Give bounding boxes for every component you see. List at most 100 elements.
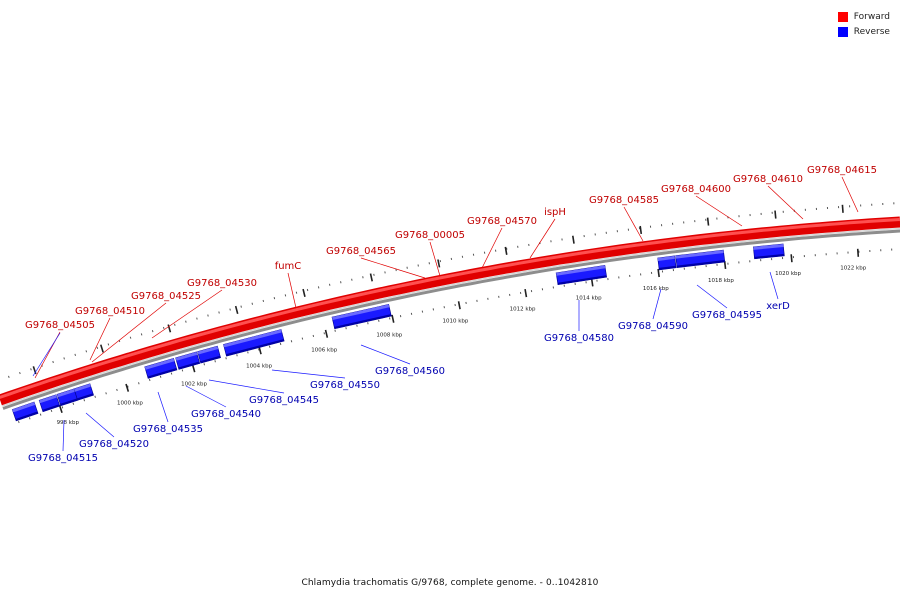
genome-caption: Chlamydia trachomatis G/9768, complete g… bbox=[301, 578, 599, 588]
forward-leader-line bbox=[429, 241, 441, 277]
scale-tick bbox=[218, 311, 220, 314]
scale-major-tick bbox=[657, 268, 660, 278]
reverse-gene-label: G9768_04595 bbox=[692, 310, 762, 321]
scale-major-tick bbox=[58, 404, 63, 413]
reverse-gene-label: G9768_04550 bbox=[310, 380, 380, 391]
legend-item-reverse: Reverse bbox=[837, 24, 890, 39]
reverse-gene-box bbox=[555, 264, 608, 286]
scale-tick bbox=[83, 399, 86, 402]
scale-major-tick bbox=[457, 301, 461, 310]
reverse-leader-line bbox=[185, 385, 227, 408]
scale-major-tick bbox=[856, 248, 860, 257]
scale-major-tick bbox=[234, 305, 239, 314]
scale-major-tick bbox=[790, 254, 793, 263]
legend-label-forward: Forward bbox=[853, 11, 890, 22]
scale-label: 1010 kbp bbox=[443, 319, 469, 325]
reverse-gene-label: G9768_04590 bbox=[618, 321, 688, 332]
scale-major-tick bbox=[391, 314, 395, 323]
scale-tick bbox=[229, 308, 231, 311]
scale-tick bbox=[174, 323, 176, 326]
forward-leader-line bbox=[287, 272, 297, 309]
forward-gene-label: G9768_04600 bbox=[661, 184, 731, 195]
scale-major-tick bbox=[167, 324, 172, 333]
scale-tick bbox=[203, 363, 205, 366]
scale-major-tick bbox=[302, 288, 306, 297]
reverse-leader-line bbox=[32, 332, 61, 377]
scale-major-tick bbox=[571, 235, 575, 244]
scale-tick bbox=[127, 385, 129, 388]
backbone-shadow bbox=[2, 229, 900, 410]
backbone-line bbox=[1, 227, 900, 407]
scale-tick bbox=[28, 417, 31, 420]
reverse-gene-label: G9768_04520 bbox=[79, 439, 149, 450]
reverse-gene-box bbox=[223, 329, 285, 357]
scale-label: 1016 kbp bbox=[643, 286, 669, 292]
reverse-leader-line bbox=[652, 288, 662, 320]
reverse-gene-box bbox=[197, 345, 221, 364]
forward-leader-line bbox=[151, 289, 223, 339]
scale-label: 1008 kbp bbox=[376, 332, 402, 338]
forward-leader-line bbox=[841, 176, 859, 213]
reverse-leader-line bbox=[62, 419, 65, 452]
forward-gene-label: G9768_04510 bbox=[75, 306, 145, 317]
track-layer bbox=[0, 216, 900, 410]
scale-tick bbox=[151, 330, 154, 333]
scale-tick bbox=[258, 348, 260, 351]
reverse-gene-box bbox=[753, 243, 785, 260]
scale-label: 1022 kbp bbox=[840, 265, 866, 271]
scale-tick bbox=[19, 371, 21, 375]
reverse-gene-box bbox=[38, 394, 61, 413]
reverse-gene-box bbox=[73, 383, 94, 401]
forward-gene-label: G9768_04525 bbox=[131, 291, 201, 302]
scale-tick bbox=[8, 375, 10, 378]
forward-swatch bbox=[837, 11, 848, 22]
scale-tick bbox=[214, 360, 216, 363]
scale-tick bbox=[159, 375, 162, 378]
forward-gene-label: G9768_04530 bbox=[187, 278, 257, 289]
scale-tick bbox=[105, 392, 107, 395]
scale-tick bbox=[185, 320, 187, 323]
forward-leader-line bbox=[360, 257, 426, 279]
scale-tick bbox=[236, 354, 238, 357]
scale-label: 1014 kbp bbox=[576, 295, 602, 301]
scale-tick bbox=[225, 357, 227, 360]
forward-leader-line bbox=[529, 218, 556, 259]
reverse-leader-line bbox=[157, 391, 169, 423]
label-layer: G9768_04505 G9768_04510 G9768_04525 G9768_0… bbox=[25, 165, 877, 464]
legend-label-reverse: Reverse bbox=[853, 26, 890, 37]
scale-major-tick bbox=[723, 260, 727, 270]
reverse-gene-box bbox=[11, 401, 39, 422]
reverse-gene-label: G9768_04515 bbox=[28, 453, 98, 464]
forward-gene-label: G9768_04570 bbox=[467, 216, 537, 227]
scale-major-tick bbox=[191, 364, 196, 373]
scale-tick bbox=[247, 351, 249, 354]
scale-tick bbox=[72, 402, 75, 405]
scale-major-tick bbox=[100, 344, 104, 353]
scale-label: 1002 kbp bbox=[181, 381, 207, 387]
scale-tick bbox=[140, 333, 143, 336]
scale-label: 1004 kbp bbox=[246, 364, 272, 370]
forward-leader-line bbox=[481, 227, 503, 269]
legend-item-forward: Forward bbox=[837, 9, 890, 24]
reverse-gene-label: xerD bbox=[766, 301, 790, 312]
forward-gene-label: G9768_04585 bbox=[589, 195, 659, 206]
reverse-gene-label: G9768_04535 bbox=[133, 424, 203, 435]
scale-tick bbox=[18, 420, 20, 424]
scale-label: 1006 kbp bbox=[311, 347, 337, 353]
scale-tick bbox=[240, 305, 242, 308]
scale-major-tick bbox=[774, 210, 777, 219]
scale-tick bbox=[170, 372, 173, 375]
scale-tick bbox=[74, 353, 76, 356]
scale-tick bbox=[207, 314, 209, 317]
scale-tick bbox=[138, 382, 140, 385]
reverse-leader-line bbox=[208, 379, 285, 394]
legend: Forward Reverse bbox=[837, 9, 890, 39]
scale-layer: 998 kbp 1000 kbp 1002 kbp 1004 kbp 1006 kbp 1… bbox=[8, 202, 895, 426]
forward-gene-label: G9768_04505 bbox=[25, 320, 95, 331]
forward-leader-line bbox=[89, 317, 111, 361]
gene-layer bbox=[11, 243, 785, 422]
scale-major-tick bbox=[125, 383, 130, 392]
scale-major-tick bbox=[324, 329, 329, 338]
reverse-gene-label: G9768_04545 bbox=[249, 395, 319, 406]
forward-leader-line bbox=[91, 302, 167, 363]
